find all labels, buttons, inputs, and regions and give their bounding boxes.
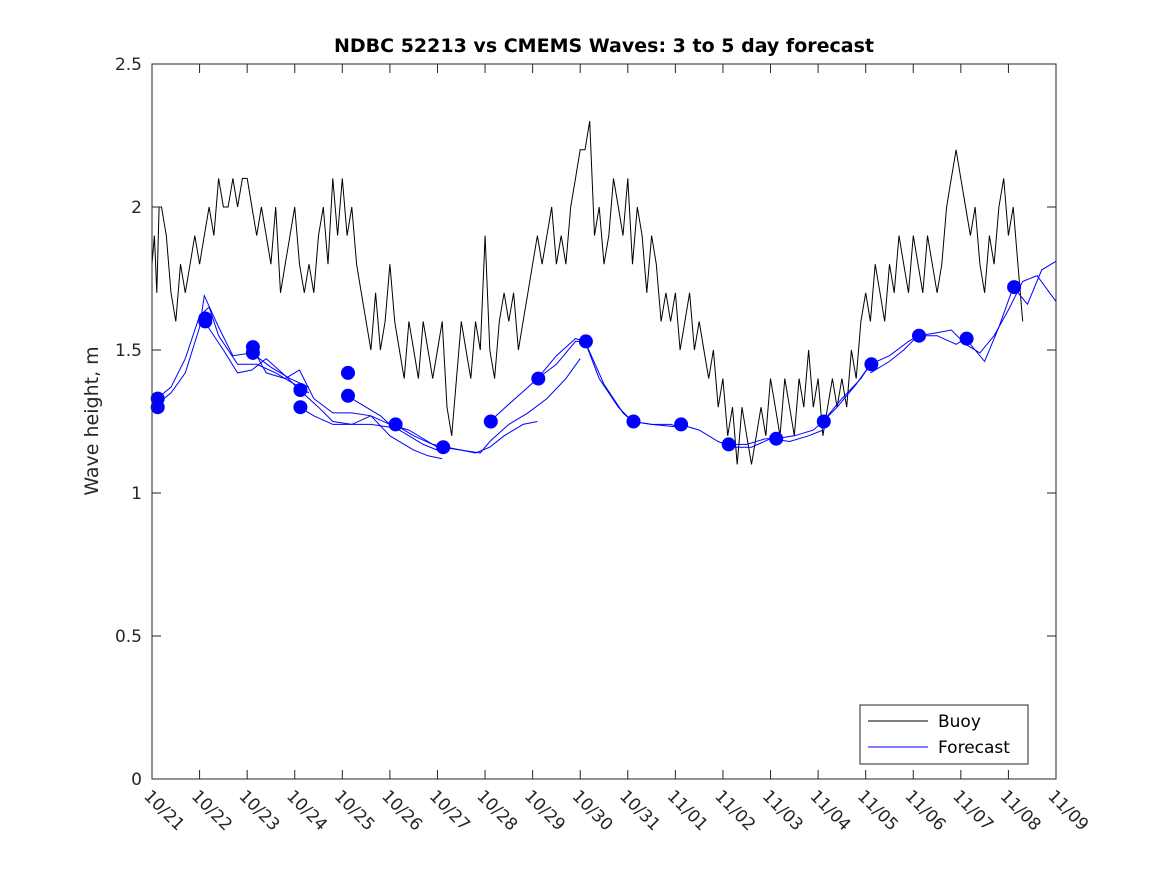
y-tick-label: 1.5 <box>115 341 142 361</box>
legend: Buoy Forecast <box>859 704 1029 765</box>
marker-layer <box>150 280 1022 455</box>
legend-buoy-label: Buoy <box>938 712 981 732</box>
tick-layer <box>151 63 1057 780</box>
forecast-marker <box>388 417 403 432</box>
forecast-series-line-0 <box>156 306 310 399</box>
legend-box <box>859 704 1029 765</box>
forecast-marker <box>293 383 308 397</box>
forecast-marker <box>626 414 641 429</box>
buoy-series-line <box>151 121 1024 465</box>
forecast-series-line-4 <box>299 406 443 460</box>
forecast-marker <box>959 331 974 346</box>
forecast-marker <box>1007 280 1022 295</box>
forecast-marker <box>198 314 213 329</box>
forecast-marker <box>864 357 879 372</box>
forecast-marker <box>531 371 546 386</box>
forecast-marker <box>769 431 784 446</box>
forecast-series-line-11 <box>727 364 871 445</box>
forecast-series-line-2 <box>203 321 390 428</box>
forecast-series-line-7 <box>442 358 581 454</box>
legend-forecast-label: Forecast <box>938 738 1010 758</box>
y-tick-label: 1 <box>131 484 142 504</box>
forecast-marker <box>436 440 451 455</box>
forecast-series-line-3 <box>251 346 438 451</box>
y-axis-label: Wave height, m <box>81 346 103 495</box>
forecast-marker <box>483 414 498 429</box>
y-tick-labels: 0 0.5 1 1.5 2 2.5 <box>115 55 142 790</box>
chart-title: NDBC 52213 vs CMEMS Waves: 3 to 5 day fo… <box>334 35 874 57</box>
forecast-series-line-1 <box>156 293 310 405</box>
forecast-marker <box>912 328 926 343</box>
plot-area <box>152 64 1056 779</box>
y-tick-label: 0.5 <box>115 627 142 647</box>
y-tick-label: 0 <box>131 770 142 790</box>
forecast-marker <box>293 400 308 415</box>
forecast-marker <box>341 365 355 380</box>
forecast-marker <box>578 334 593 349</box>
plot-frame <box>151 63 1057 780</box>
forecast-marker <box>674 417 689 432</box>
y-tick-label: 2.5 <box>115 55 142 75</box>
y-tick-label: 2 <box>131 198 142 218</box>
forecast-marker <box>245 345 260 360</box>
forecast-marker <box>150 400 165 415</box>
forecast-marker <box>341 388 355 403</box>
forecast-marker <box>721 437 736 452</box>
forecast-series-line-12 <box>822 260 1057 422</box>
forecast-marker <box>816 414 831 429</box>
forecast-series-line-9 <box>537 340 681 428</box>
forecast-series-line-10 <box>679 423 824 448</box>
